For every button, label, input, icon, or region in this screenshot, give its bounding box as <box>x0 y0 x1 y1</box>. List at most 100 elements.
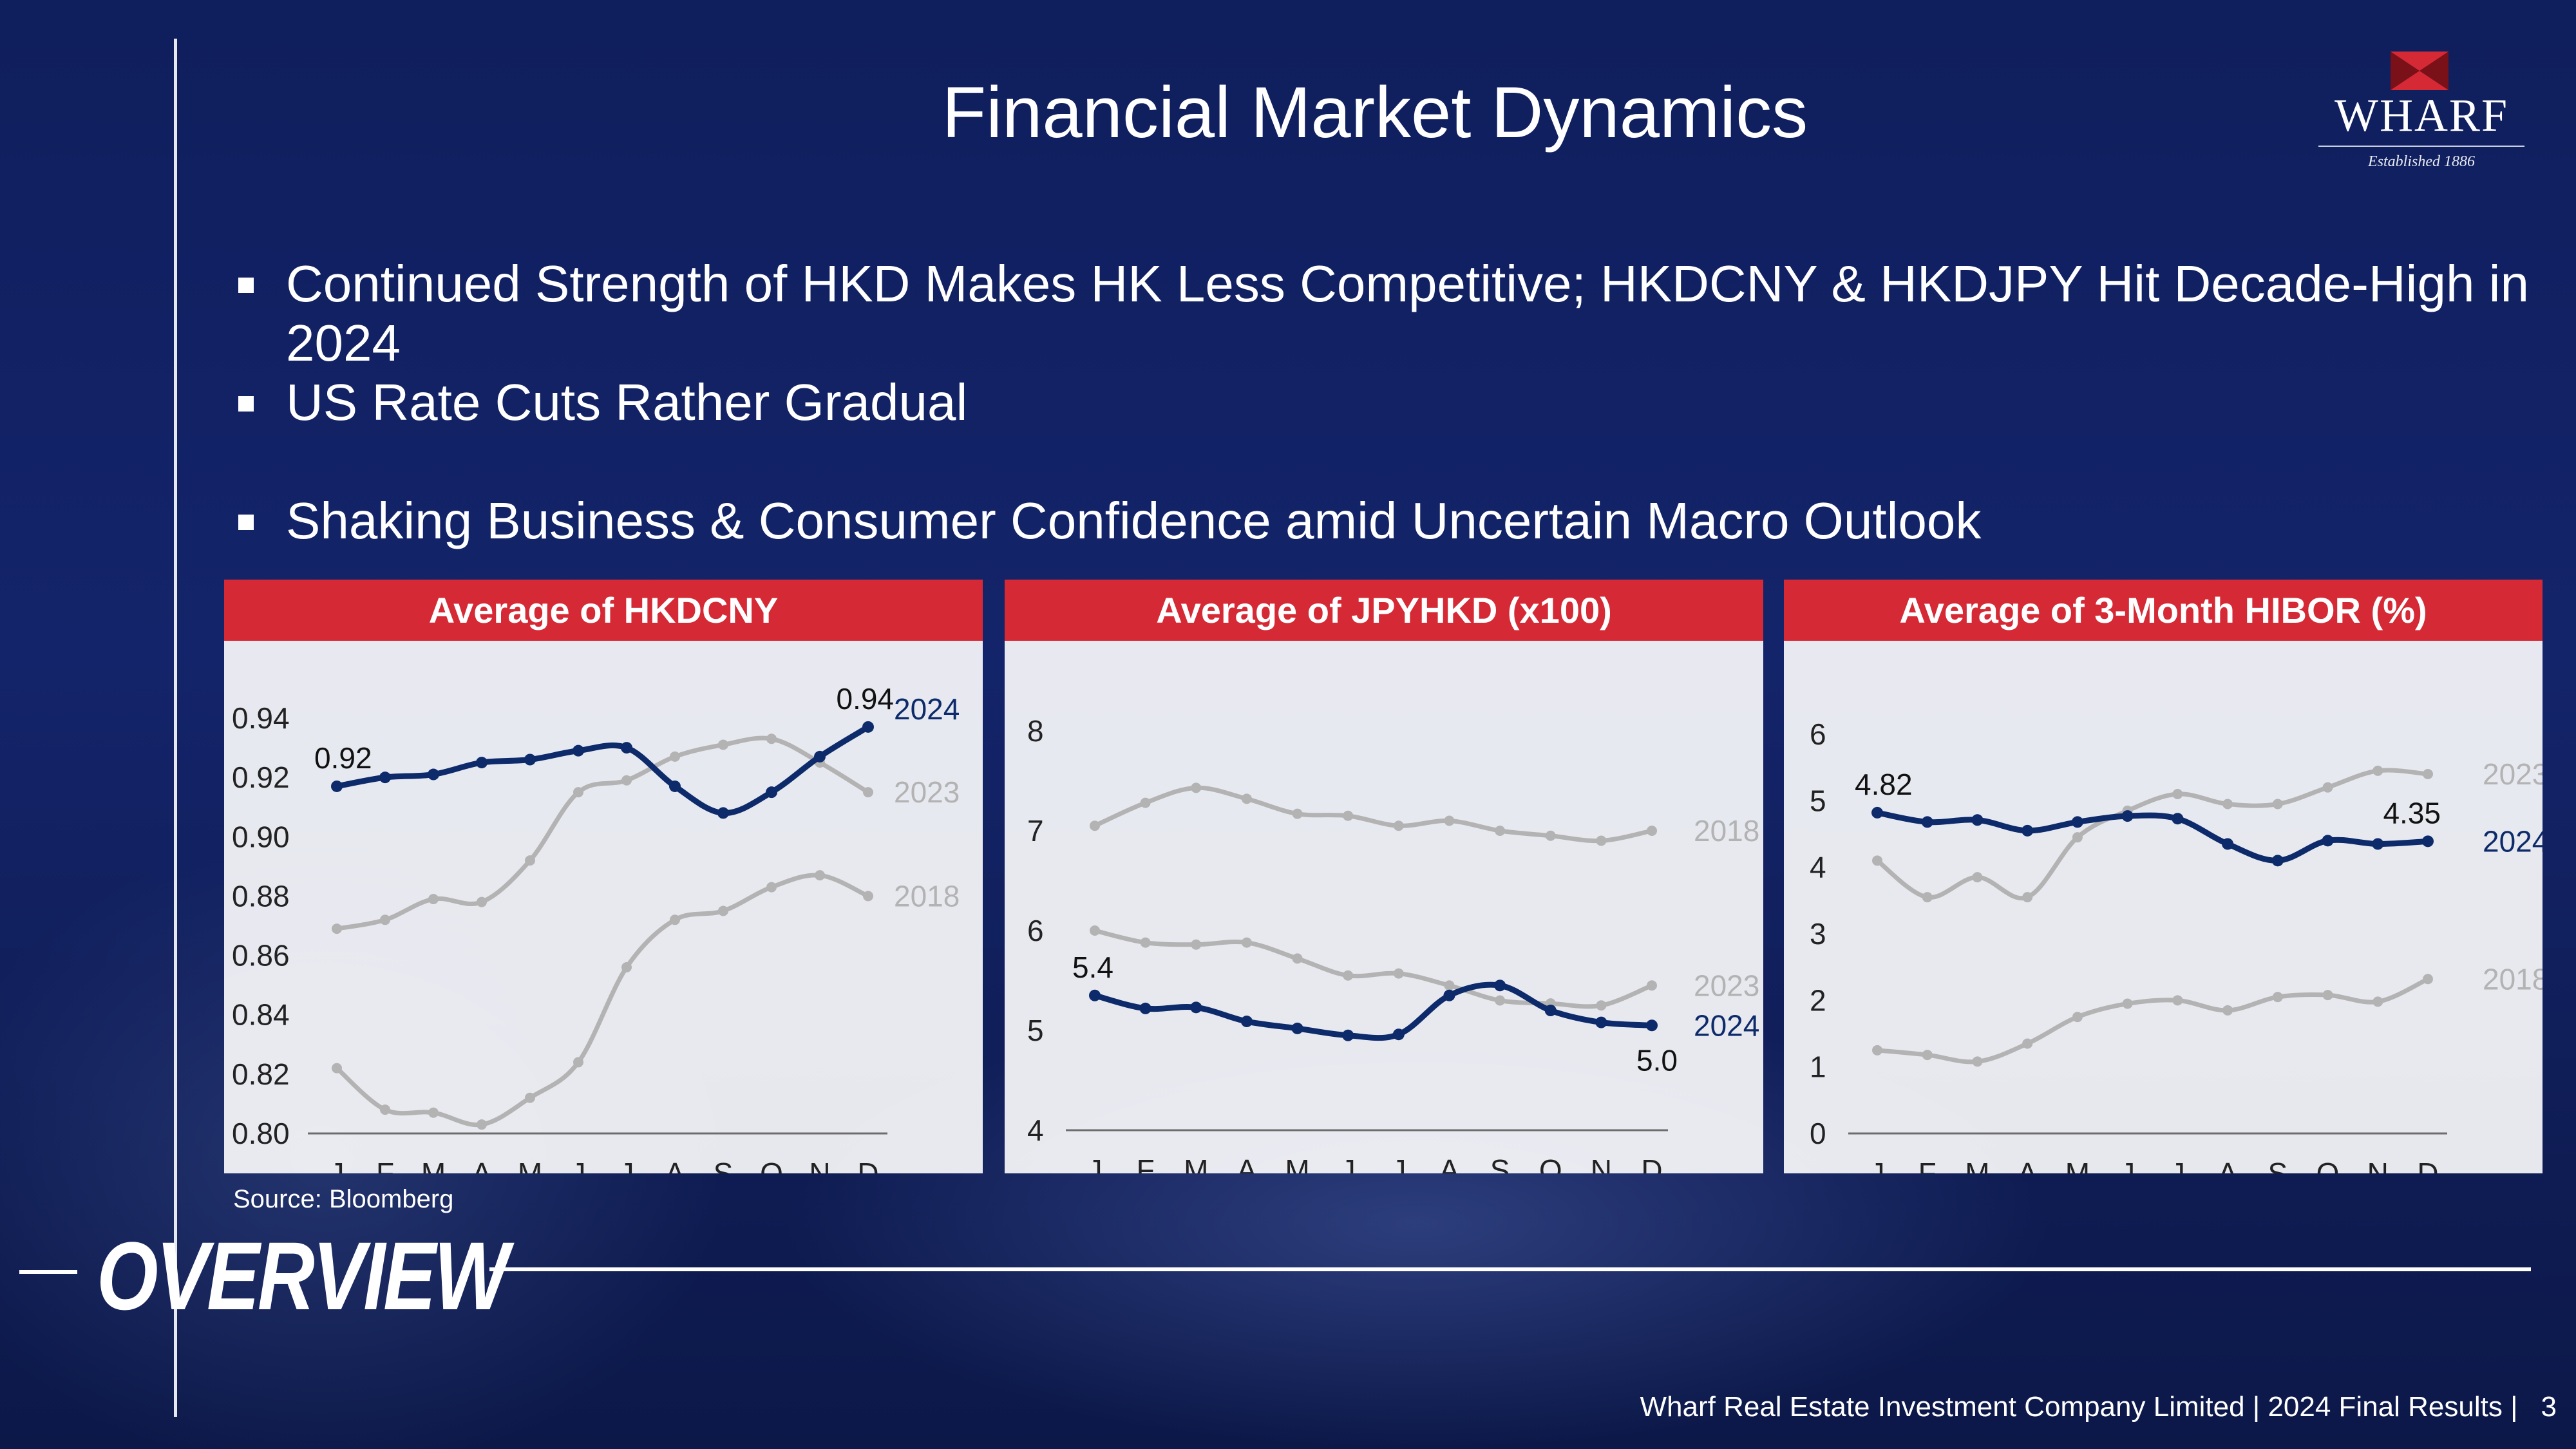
data-point <box>1871 806 1883 819</box>
data-label: 4.82 <box>1855 768 1913 801</box>
x-tick-label: N <box>2367 1157 2389 1173</box>
y-tick-label: 4 <box>1810 851 1826 884</box>
series-label-2023: 2023 <box>1694 969 1759 1002</box>
chart-title: Average of HKDCNY <box>224 580 983 641</box>
series-line-2018 <box>335 873 869 1128</box>
data-point <box>1240 1016 1253 1028</box>
series-label-2024: 2024 <box>2483 824 2543 858</box>
data-point <box>1292 808 1303 819</box>
chart-panel-hibor: Average of 3-Month HIBOR (%) 0 1 2 3 4 5 6 J F M A… <box>1784 580 2543 1173</box>
bullet-item: Continued Strength of HKD Makes HK Less … <box>238 254 2576 373</box>
y-tick-label: 3 <box>1810 917 1826 951</box>
page-number: 3 <box>2541 1391 2557 1423</box>
data-point <box>1922 1050 1933 1061</box>
data-point <box>1342 1029 1354 1041</box>
x-tick-label: A <box>1439 1153 1459 1173</box>
data-point <box>525 1092 535 1103</box>
data-point <box>2172 813 2184 825</box>
y-tick-label: 6 <box>1810 717 1826 751</box>
x-tick-label: M <box>1184 1153 1208 1173</box>
x-tick-label: D <box>857 1157 878 1173</box>
data-point <box>1872 855 1882 866</box>
chart-panel-hkdcny: Average of HKDCNY 0.80 0.82 0.84 0.86 0.88 0.… <box>224 580 983 1173</box>
data-point <box>1191 939 1202 950</box>
data-point <box>2122 998 2133 1009</box>
y-tick-label: 0.88 <box>232 879 290 913</box>
series-line-2018 <box>1877 977 2429 1065</box>
x-tick-label: F <box>1137 1153 1155 1173</box>
data-point <box>332 1063 342 1074</box>
x-tick-label: D <box>2417 1157 2438 1173</box>
bullet-text: Continued Strength of HKD Makes HK Less … <box>286 255 2529 372</box>
data-point <box>717 807 729 819</box>
data-point <box>1343 970 1354 981</box>
chart-title: Average of 3-Month HIBOR (%) <box>1784 580 2543 641</box>
data-point <box>1647 980 1657 991</box>
data-point <box>1292 953 1303 964</box>
data-point <box>1139 1002 1151 1014</box>
data-point <box>2222 1005 2233 1016</box>
data-point <box>1444 815 1455 826</box>
data-point <box>1241 793 1252 804</box>
x-tick-label: J <box>1870 1157 1885 1173</box>
series-line-2024 <box>1094 981 1653 1041</box>
data-point <box>1393 968 1404 979</box>
series-line-2023 <box>336 735 869 931</box>
data-point <box>1495 995 1506 1006</box>
left-vertical-rule <box>174 39 177 1417</box>
x-tick-label: M <box>1965 1157 1989 1173</box>
x-tick-label: A <box>2018 1157 2038 1173</box>
data-point <box>1191 782 1202 793</box>
data-point <box>1971 814 1984 826</box>
data-point <box>2372 765 2383 776</box>
data-point <box>477 1119 487 1130</box>
bullet-item: US Rate Cuts Rather Gradual <box>238 373 2576 491</box>
data-point <box>1090 820 1100 831</box>
data-point <box>573 1057 583 1068</box>
data-point <box>1972 872 1983 883</box>
data-label: 0.92 <box>314 741 372 775</box>
x-tick-label: A <box>472 1157 492 1173</box>
data-point <box>1343 810 1354 821</box>
data-point <box>428 894 439 905</box>
bullet-text: US Rate Cuts Rather Gradual <box>286 374 968 431</box>
data-point <box>573 787 583 798</box>
data-point <box>573 744 584 757</box>
x-tick-label: F <box>376 1157 394 1173</box>
y-tick-label: 6 <box>1027 914 1044 947</box>
data-point <box>814 750 826 762</box>
x-tick-label: O <box>760 1157 783 1173</box>
data-point <box>2121 810 2134 822</box>
data-point <box>1595 1016 1607 1028</box>
data-point <box>670 751 680 762</box>
x-tick-label: M <box>421 1157 446 1173</box>
y-tick-label: 8 <box>1027 714 1044 748</box>
section-label: OVERVIEW <box>97 1222 509 1330</box>
x-tick-label: M <box>1285 1153 1309 1173</box>
key-points-list: Continued Strength of HKD Makes HK Less … <box>238 254 2576 610</box>
data-point <box>1544 1005 1557 1016</box>
data-point <box>766 882 777 893</box>
data-point <box>379 772 391 784</box>
data-label: 5.4 <box>1072 951 1113 984</box>
y-tick-label: 0.92 <box>232 761 290 794</box>
series-label-2024: 2024 <box>1694 1009 1759 1042</box>
wharf-logo: WHARF Established 1886 <box>2318 52 2524 174</box>
series-label-2018: 2018 <box>894 879 960 913</box>
data-point <box>2222 838 2234 850</box>
y-tick-label: 0.82 <box>232 1057 290 1091</box>
series-line-2023 <box>1875 768 2429 901</box>
x-tick-label: M <box>2065 1157 2090 1173</box>
data-point <box>621 775 632 786</box>
data-point <box>718 905 728 916</box>
data-point <box>2271 855 2284 867</box>
x-tick-label: N <box>1591 1153 1612 1173</box>
x-tick-label: S <box>714 1157 734 1173</box>
data-point <box>525 855 535 866</box>
data-point <box>2072 1012 2083 1023</box>
data-point <box>1089 989 1101 1001</box>
data-point <box>766 734 777 744</box>
data-point <box>1972 1056 1983 1067</box>
bullet-text: Shaking Business & Consumer Confidence a… <box>286 492 1982 549</box>
x-tick-label: J <box>2170 1157 2185 1173</box>
